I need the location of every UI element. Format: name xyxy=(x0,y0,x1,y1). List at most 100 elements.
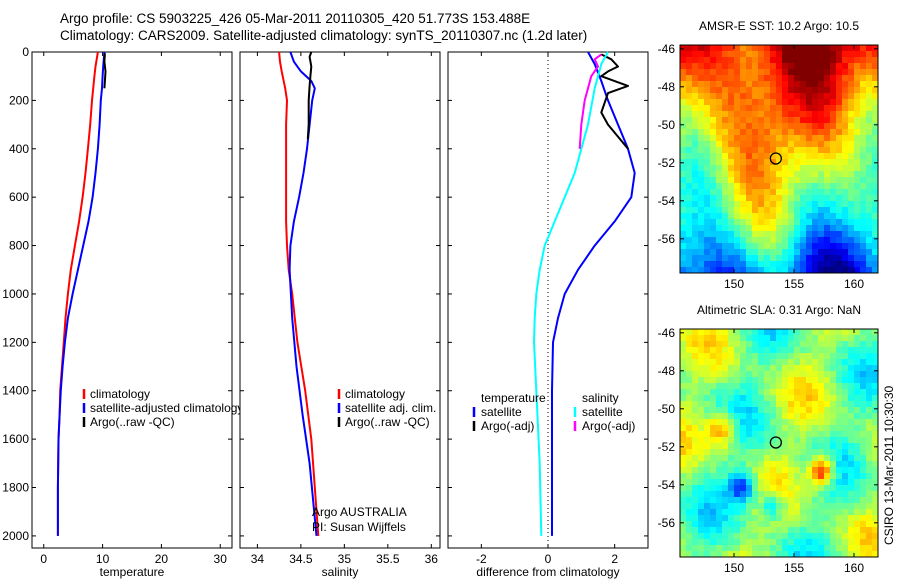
map-pixel xyxy=(722,93,729,100)
map-pixel xyxy=(782,189,789,196)
map-pixel xyxy=(824,359,831,366)
map-pixel xyxy=(686,395,693,402)
map-pixel xyxy=(740,111,747,118)
series-black-temperature xyxy=(103,53,107,89)
map-pixel xyxy=(782,237,789,244)
map-pixel xyxy=(716,213,723,220)
map-pixel xyxy=(860,491,867,498)
map-pixel xyxy=(692,455,699,462)
map-pixel xyxy=(842,159,849,166)
map-pixel xyxy=(854,105,861,112)
map-pixel xyxy=(698,485,705,492)
map-pixel xyxy=(800,419,807,426)
map-pixel xyxy=(806,117,813,124)
map-pixel xyxy=(740,117,747,124)
map-pixel xyxy=(704,129,711,136)
map-pixel xyxy=(836,135,843,142)
map-pixel xyxy=(830,231,837,238)
map-pixel xyxy=(818,201,825,208)
map-pixel xyxy=(710,449,717,456)
map-pixel xyxy=(860,533,867,540)
map-pixel xyxy=(698,365,705,372)
map-pixel xyxy=(734,81,741,88)
map-pixel xyxy=(836,509,843,516)
map-pixel xyxy=(752,527,759,534)
map-pixel xyxy=(782,515,789,522)
map-pixel xyxy=(698,117,705,124)
map-pixel xyxy=(704,509,711,516)
map-pixel xyxy=(794,51,801,58)
map-pixel xyxy=(812,527,819,534)
map-pixel xyxy=(812,515,819,522)
map-pixel xyxy=(686,141,693,148)
map-pixel xyxy=(716,189,723,196)
map-pixel xyxy=(746,377,753,384)
map-pixel xyxy=(800,365,807,372)
map-pixel xyxy=(734,57,741,64)
map-pixel xyxy=(764,165,771,172)
map-pixel xyxy=(686,75,693,82)
map-pixel xyxy=(740,153,747,160)
map-pixel xyxy=(872,407,878,414)
map-pixel xyxy=(686,431,693,438)
map-pixel xyxy=(860,413,867,420)
map-pixel xyxy=(764,231,771,238)
map-pixel xyxy=(716,93,723,100)
map-pixel xyxy=(710,545,717,552)
map-pixel xyxy=(776,243,783,250)
x-tick-label: 160 xyxy=(844,561,864,575)
map-pixel xyxy=(782,267,789,273)
map-pixel xyxy=(830,189,837,196)
map-pixel xyxy=(800,521,807,528)
map-pixel xyxy=(782,539,789,546)
map-pixel xyxy=(758,485,765,492)
map-pixel xyxy=(788,69,795,76)
map-pixel xyxy=(692,539,699,546)
map-pixel xyxy=(818,177,825,184)
map-pixel xyxy=(806,165,813,172)
map-pixel xyxy=(824,533,831,540)
map-pixel xyxy=(734,491,741,498)
map-pixel xyxy=(764,485,771,492)
map-pixel xyxy=(722,521,729,528)
map-pixel xyxy=(692,401,699,408)
map-pixel xyxy=(854,545,861,552)
map-pixel xyxy=(872,419,878,426)
map-pixel xyxy=(716,141,723,148)
map-pixel xyxy=(776,201,783,208)
map-pixel xyxy=(758,377,765,384)
map-pixel xyxy=(872,117,878,124)
map-pixel xyxy=(680,213,687,220)
map-pixel xyxy=(860,389,867,396)
map-pixel xyxy=(692,177,699,184)
map-pixel xyxy=(800,401,807,408)
map-pixel xyxy=(842,129,849,136)
map-pixel xyxy=(812,401,819,408)
map-pixel xyxy=(692,267,699,273)
map-pixel xyxy=(734,389,741,396)
map-pixel xyxy=(752,189,759,196)
map-pixel xyxy=(686,383,693,390)
map-pixel xyxy=(866,485,873,492)
map-pixel xyxy=(704,437,711,444)
map-pixel xyxy=(686,117,693,124)
map-pixel xyxy=(824,123,831,130)
map-pixel xyxy=(746,93,753,100)
map-pixel xyxy=(818,237,825,244)
map-pixel xyxy=(704,503,711,510)
map-pixel xyxy=(752,105,759,112)
map-pixel xyxy=(752,335,759,342)
map-pixel xyxy=(872,105,878,112)
map-pixel xyxy=(812,93,819,100)
map-pixel xyxy=(728,207,735,214)
map-pixel xyxy=(800,485,807,492)
map-pixel xyxy=(782,213,789,220)
map-pixel xyxy=(752,515,759,522)
series-red-salinity xyxy=(278,51,320,536)
map-pixel xyxy=(872,231,878,238)
map-pixel xyxy=(860,401,867,408)
map-pixel xyxy=(704,419,711,426)
map-pixel xyxy=(860,419,867,426)
map-pixel xyxy=(746,425,753,432)
map-pixel xyxy=(746,521,753,528)
